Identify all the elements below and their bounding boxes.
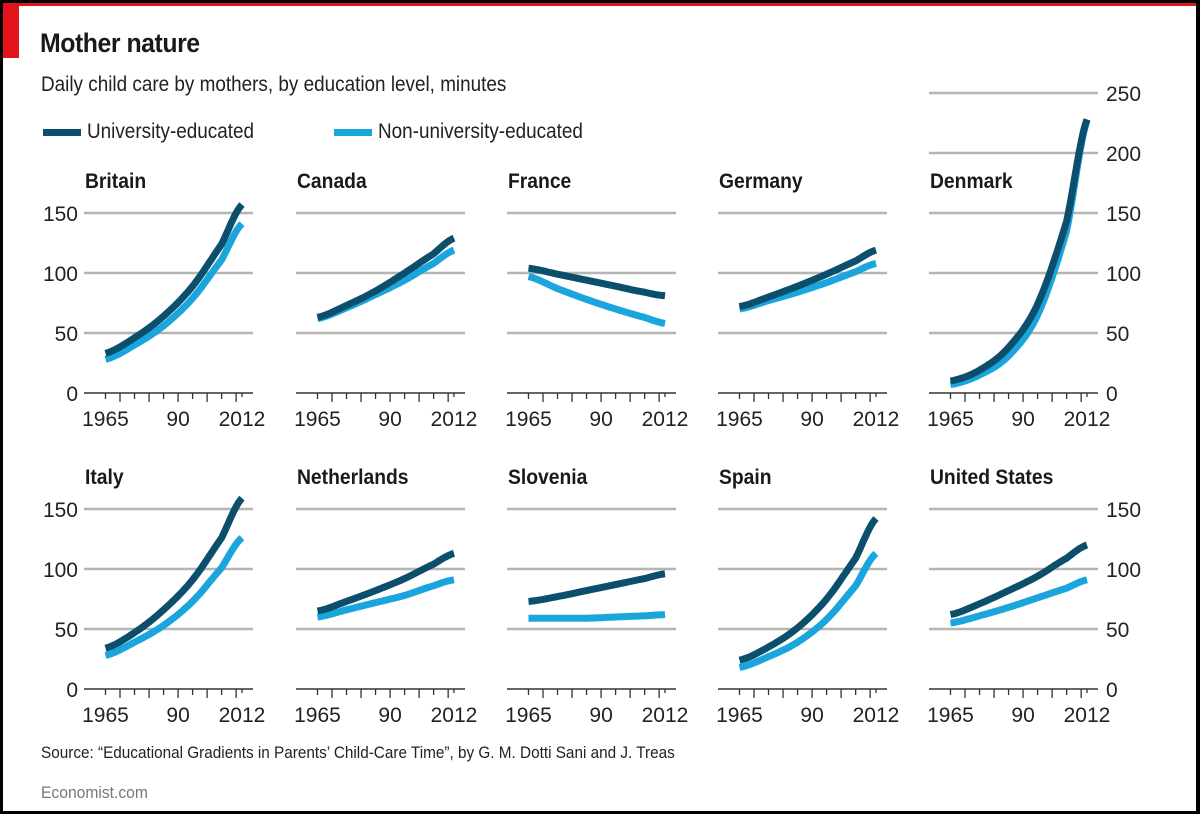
series-line-non-university-spain xyxy=(738,550,879,671)
x-tick-label: 90 xyxy=(1011,408,1034,431)
x-tick-label: 90 xyxy=(378,704,401,727)
series-line-non-university-united-states xyxy=(949,576,1089,627)
y-tick-label: 150 xyxy=(1106,499,1141,522)
panel-spain: Spain 1965 90 2012 xyxy=(716,466,899,727)
series-line-non-university-netherlands xyxy=(316,576,456,621)
x-tick-label: 2012 xyxy=(853,408,900,431)
series-line-university-united-states xyxy=(949,541,1089,619)
legend-item-non-university: Non-university-educated xyxy=(334,119,606,145)
accent-tab xyxy=(3,3,19,58)
x-tick-label: 90 xyxy=(166,704,189,727)
x-tick-label: 2012 xyxy=(642,408,689,431)
panel-title-slovenia: Slovenia xyxy=(508,466,588,489)
panel-britain: Britain 0 50 100 150 1965 90 2012 xyxy=(43,170,265,431)
y-tick-label: 100 xyxy=(43,559,78,582)
x-tick-label: 1965 xyxy=(82,704,129,727)
series-line-non-university-france xyxy=(527,273,667,327)
series-line-non-university-britain xyxy=(104,221,245,363)
y-tick-label: 150 xyxy=(43,203,78,226)
y-tick-label: 0 xyxy=(66,679,78,702)
series-line-non-university-italy xyxy=(104,535,245,659)
series-line-university-denmark xyxy=(949,118,1091,385)
series-line-university-britain xyxy=(104,202,245,357)
x-tick-label: 2012 xyxy=(1064,704,1111,727)
x-tick-label: 1965 xyxy=(716,704,763,727)
series-line-university-spain xyxy=(738,516,879,664)
x-tick-label: 1965 xyxy=(716,408,763,431)
x-tick-label: 90 xyxy=(800,704,823,727)
panel-denmark: Denmark 0 50 100 150 200 250 1965 90 2012 xyxy=(927,83,1141,431)
panel-title-britain: Britain xyxy=(85,170,146,193)
x-tick-label: 2012 xyxy=(1064,408,1111,431)
panel-title-spain: Spain xyxy=(719,466,772,489)
series-line-non-university-denmark xyxy=(949,119,1091,389)
x-tick-label: 2012 xyxy=(219,408,266,431)
chart-title: Mother nature xyxy=(40,28,200,58)
y-tick-label: 200 xyxy=(1106,143,1141,166)
x-tick-label: 1965 xyxy=(82,408,129,431)
panel-title-germany: Germany xyxy=(719,170,803,193)
panel-title-united-states: United States xyxy=(930,466,1053,489)
series-line-non-university-slovenia xyxy=(527,611,667,622)
series-line-university-netherlands xyxy=(316,550,456,615)
panel-title-france: France xyxy=(508,170,571,193)
panel-slovenia: Slovenia 1965 90 2012 xyxy=(505,466,688,727)
panel-canada: Canada 1965 90 2012 xyxy=(294,170,477,431)
y-tick-label: 100 xyxy=(1106,263,1141,286)
x-tick-label: 1965 xyxy=(927,704,974,727)
x-tick-label: 2012 xyxy=(642,704,689,727)
panel-netherlands: Netherlands 1965 90 2012 xyxy=(294,466,477,727)
x-tick-label: 1965 xyxy=(294,704,341,727)
series-line-university-germany xyxy=(738,246,878,311)
x-tick-label: 90 xyxy=(166,408,189,431)
x-tick-label: 2012 xyxy=(853,704,900,727)
legend-label-non-university: Non-university-educated xyxy=(378,120,583,143)
x-tick-label: 90 xyxy=(589,704,612,727)
panel-germany: Germany 1965 90 2012 xyxy=(716,170,899,431)
panel-france: France 1965 90 2012 xyxy=(505,170,688,431)
x-tick-label: 90 xyxy=(1011,704,1034,727)
y-tick-label: 0 xyxy=(1106,383,1118,406)
chart-subtitle: Daily child care by mothers, by educatio… xyxy=(41,73,507,96)
x-tick-label: 2012 xyxy=(431,408,478,431)
x-tick-label: 1965 xyxy=(294,408,341,431)
legend-swatch-non-university xyxy=(334,128,372,136)
legend-item-university: University-educated xyxy=(43,119,273,145)
series-line-university-slovenia xyxy=(527,570,667,605)
y-tick-label: 150 xyxy=(43,499,78,522)
y-tick-label: 150 xyxy=(1106,203,1141,226)
x-tick-label: 1965 xyxy=(505,408,552,431)
panel-united-states: United States 0 50 100 150 1965 90 2012 xyxy=(927,466,1141,727)
legend-swatch-university xyxy=(43,128,81,136)
panel-title-denmark: Denmark xyxy=(930,170,1013,193)
y-tick-label: 50 xyxy=(1106,323,1129,346)
legend-label-university: University-educated xyxy=(87,120,255,143)
series-line-university-canada xyxy=(316,234,456,321)
x-tick-label: 2012 xyxy=(219,704,266,727)
brand-credit: Economist.com xyxy=(41,783,148,802)
y-tick-label: 50 xyxy=(55,323,78,346)
y-tick-label: 50 xyxy=(1106,619,1129,642)
series-line-university-italy xyxy=(104,495,245,652)
y-tick-label: 0 xyxy=(66,383,78,406)
chart-frame xyxy=(3,3,1196,811)
panel-title-netherlands: Netherlands xyxy=(297,466,409,489)
x-tick-label: 1965 xyxy=(927,408,974,431)
x-tick-label: 1965 xyxy=(505,704,552,727)
source-note: Source: “Educational Gradients in Parent… xyxy=(41,743,675,762)
x-tick-label: 2012 xyxy=(431,704,478,727)
panel-title-canada: Canada xyxy=(297,170,367,193)
y-tick-label: 250 xyxy=(1106,83,1141,106)
y-tick-label: 50 xyxy=(55,619,78,642)
x-tick-label: 90 xyxy=(378,408,401,431)
panel-title-italy: Italy xyxy=(85,466,124,489)
x-tick-label: 90 xyxy=(589,408,612,431)
y-tick-label: 0 xyxy=(1106,679,1118,702)
series-line-university-france xyxy=(527,264,667,300)
y-tick-label: 100 xyxy=(43,263,78,286)
panel-italy: Italy 0 50 100 150 1965 90 2012 xyxy=(43,466,265,727)
y-tick-label: 100 xyxy=(1106,559,1141,582)
x-tick-label: 90 xyxy=(800,408,823,431)
